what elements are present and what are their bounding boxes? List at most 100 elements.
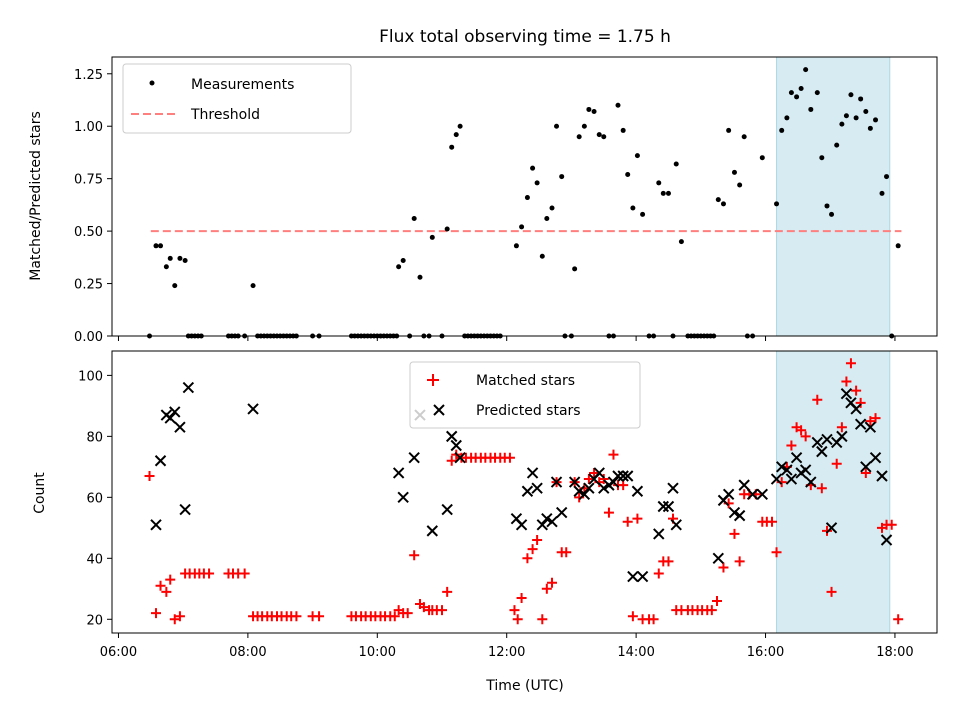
predicted-star-point [536,519,549,531]
predicted-star-point [860,461,872,473]
measurement-point [534,180,540,186]
x-tick-label: 14:00 [617,645,654,660]
matched-star-point [151,608,161,619]
predicted-star-point [712,552,725,565]
matched-star-point [870,413,881,424]
legend-matched-marker [427,374,439,386]
matched-star-point [541,583,552,594]
measurement-point [715,197,721,203]
matched-star-point [314,611,325,622]
predicted-star-point [746,488,759,500]
matched-star-point [442,586,453,597]
measurement-point [513,243,519,249]
predicted-star-point [770,473,783,485]
predicted-star-point [593,467,605,479]
matched-star-point [418,602,429,613]
measurement-point [400,257,406,263]
matched-star-point [537,614,548,625]
count-panel-frame [111,350,938,634]
measurement-point [153,243,159,249]
measurement-point [673,161,679,167]
predicted-star-point [169,406,181,418]
matched-star-point [826,586,837,597]
matched-star-point [831,458,842,469]
matched-star-point [618,480,629,491]
measurement-point [554,123,560,129]
matched-star-point [729,528,740,539]
predicted-star-point [550,476,563,488]
legend-matched-label: Matched stars [476,373,575,389]
matched-star-point [174,611,185,622]
y-tick-label: 40 [86,552,103,567]
measurement-point [640,211,646,217]
ratio-panel-y-label: Matched/Predicted stars [28,111,44,281]
matched-star-point [547,577,557,588]
predicted-star-point [607,476,620,488]
predicted-star-point [445,430,458,443]
measurement-point [615,102,621,108]
ratio-panel-x-axis [117,336,896,341]
measurement-point [759,155,765,161]
measurement-point [678,239,684,245]
predicted-star-point [454,451,466,464]
legend-predicted-marker [433,404,445,416]
matched-star-point [239,568,250,579]
predicted-star-point [836,430,848,443]
predicted-star-point [667,482,679,494]
measurement-point [172,283,178,289]
matched-star-point [836,422,847,433]
legend-threshold-label: Threshold [190,107,260,123]
matched-star-point [512,614,523,625]
measurement-point [581,123,587,129]
predicted-star-point [805,476,817,488]
predicted-star-point [441,503,453,516]
measurement-point [449,144,455,150]
predicted-star-point [154,455,167,467]
measurement-point [544,216,550,222]
predicted-star-point [174,421,186,433]
predicted-star-point [179,503,191,516]
measurement-point [737,182,743,188]
measurement-point [879,190,885,196]
measurement-point [824,203,830,209]
predicted-star-point [526,467,539,479]
predicted-star-point [546,516,558,528]
measurement-point [873,117,879,123]
measurement-point [774,201,780,207]
matched-star-point [812,394,823,405]
measurement-point [867,125,873,131]
y-tick-label: 0.50 [74,225,103,240]
measurement-point [250,283,256,289]
count-panel-y-label: Count [32,472,48,514]
legend-measurements-marker [149,80,155,86]
matched-star-point [389,611,400,622]
measurement-point [788,90,794,96]
matched-star-point [893,614,904,625]
matched-star-point [561,547,572,558]
matched-star-point [522,553,533,564]
measurement-point [834,142,840,148]
measurement-point [601,134,607,140]
predicted-star-point [612,470,624,482]
predicted-star-point [811,436,824,449]
matched-star-point [437,605,447,616]
matched-star-point [706,605,717,616]
measurement-point [741,134,747,140]
measurement-point [429,234,435,240]
predicted-star-point [578,488,591,500]
predicted-star-point [617,470,629,482]
predicted-star-point [555,506,568,519]
measurement-point [457,123,463,129]
ratio-panel-legend: Measurements Threshold [122,63,352,134]
measurement-point [895,243,901,249]
measurement-point [814,90,820,96]
x-tick-label: 18:00 [876,645,913,660]
measurement-point [444,226,450,232]
predicted-star-point [670,519,682,531]
matched-star-point [734,556,745,567]
predicted-star-point [662,500,675,513]
measurement-point [634,153,640,159]
ratio-panel-frame [111,56,938,337]
measurement-point [163,264,169,270]
